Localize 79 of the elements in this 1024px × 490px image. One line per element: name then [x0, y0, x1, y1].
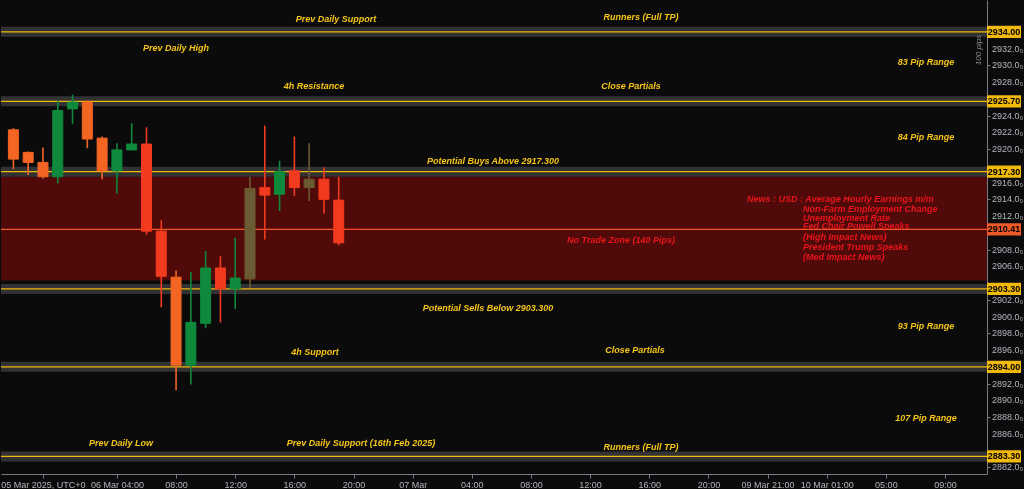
y-tick-label: 2928.0₀ — [992, 77, 1024, 88]
annotation: Prev Daily High — [142, 43, 210, 53]
y-tick-label: 2896.0₀ — [992, 345, 1024, 356]
annotation: Fed Chair Powell Speaks — [803, 221, 910, 231]
y-tick-label: 2906.0₀ — [992, 261, 1024, 272]
x-tick-label: 20:00 — [342, 479, 366, 490]
y-tick-label: 2882.0₀ — [992, 462, 1024, 473]
candlestick — [229, 237, 241, 310]
x-tick-label: 12:00 — [579, 479, 602, 490]
annotation: Potential Buys Above 2917.300 — [426, 156, 560, 166]
y-tick-label: 2892.0₀ — [992, 378, 1024, 389]
ref-line-label: 2917.30 — [987, 166, 1021, 177]
annotation: President Trump Speaks — [803, 242, 909, 252]
annotation: Prev Daily Low — [88, 438, 155, 448]
y-tick-label: 2908.0₀ — [992, 244, 1024, 255]
x-tick-label: 07 Mar — [399, 479, 428, 490]
ref-line-label: 2894.00 — [987, 361, 1021, 372]
annotation: No Trade Zone (140 Pips) — [567, 235, 675, 245]
y-tick-label: 2920.0₀ — [992, 144, 1024, 155]
annotation: 100 pips — [974, 34, 983, 66]
x-tick-label: 05:00 — [875, 479, 898, 490]
y-tick-label: 2916.0₀ — [992, 177, 1024, 188]
y-tick-label: 2924.0₀ — [992, 110, 1024, 121]
annotation: Runners (Full TP) — [603, 12, 679, 22]
candlestick — [37, 146, 49, 180]
annotation: 4h Support — [290, 347, 340, 357]
annotation: Potential Sells Below 2903.300 — [422, 303, 554, 313]
ref-line-label: 2903.30 — [987, 283, 1021, 294]
y-tick-label: 2932.0₀ — [992, 43, 1024, 54]
y-tick-label: 2888.0₀ — [992, 412, 1024, 423]
candlestick — [214, 255, 226, 324]
y-tick-label: 2922.0₀ — [992, 127, 1024, 138]
annotation: 83 Pip Range — [897, 57, 955, 67]
annotation: (Med Impact News) — [803, 252, 885, 262]
x-tick-label: 06 Mar 04:00 — [90, 479, 144, 490]
y-tick-label: 2900.0₀ — [992, 311, 1024, 322]
annotation: Prev Daily Support (16th Feb 2025) — [286, 438, 436, 448]
x-tick-label: 08:00 — [520, 479, 543, 490]
annotation: Runners (Full TP) — [603, 442, 679, 452]
annotation: News : USD : Average Hourly Earnings m/m — [747, 194, 934, 204]
annotation: 93 Pip Range — [897, 321, 955, 331]
candlestick — [67, 93, 79, 125]
x-tick-label: 04:00 — [461, 479, 484, 490]
ref-line-label: 2883.30 — [987, 451, 1021, 462]
annotation: Unemployment Rate — [803, 213, 891, 223]
x-tick-label: 12:00 — [224, 479, 247, 490]
annotation: Prev Daily Support — [295, 14, 378, 24]
x-tick-label: 16:00 — [283, 479, 307, 490]
candlestick — [111, 142, 123, 195]
annotation: Close Partials — [605, 345, 665, 355]
y-tick-label: 2930.0₀ — [992, 60, 1024, 71]
annotation: Non-Farm Employment Change — [803, 204, 938, 214]
x-tick-label: 08:00 — [165, 479, 188, 490]
ref-line-label: 2925.70 — [987, 96, 1021, 107]
x-tick-label: 20:00 — [697, 479, 721, 490]
x-tick-label: 09:00 — [934, 479, 957, 490]
candlestick — [259, 124, 271, 241]
y-tick-label: 2902.0₀ — [992, 294, 1024, 305]
candlestick — [288, 135, 300, 197]
annotation: 107 Pip Range — [895, 413, 957, 423]
annotation: 4h Resistance — [282, 81, 345, 91]
y-tick-label: 2898.0₀ — [992, 328, 1024, 339]
candlestick — [318, 166, 330, 215]
annotation: (High Impact News) — [803, 232, 887, 242]
annotation: 84 Pip Range — [897, 132, 955, 142]
x-tick-label: 09 Mar 21:00 — [741, 479, 795, 490]
x-tick-label: 10 Mar 01:00 — [800, 479, 854, 490]
candlestick — [126, 122, 138, 151]
ref-line-label: 2934.00 — [987, 26, 1021, 37]
y-tick-label: 2912.0₀ — [992, 211, 1024, 222]
x-tick-label: 05 Mar 2025, UTC+0 — [1, 479, 86, 490]
x-tick-label: 16:00 — [638, 479, 662, 490]
candlestick — [303, 142, 315, 202]
y-tick-label: 2890.0₀ — [992, 395, 1024, 406]
ref-line-label: 2910.41 — [987, 224, 1021, 235]
annotation: Close Partials — [601, 81, 661, 91]
y-tick-label: 2914.0₀ — [992, 194, 1024, 205]
candlestick — [274, 159, 286, 212]
y-tick-label: 2886.0₀ — [992, 428, 1024, 439]
